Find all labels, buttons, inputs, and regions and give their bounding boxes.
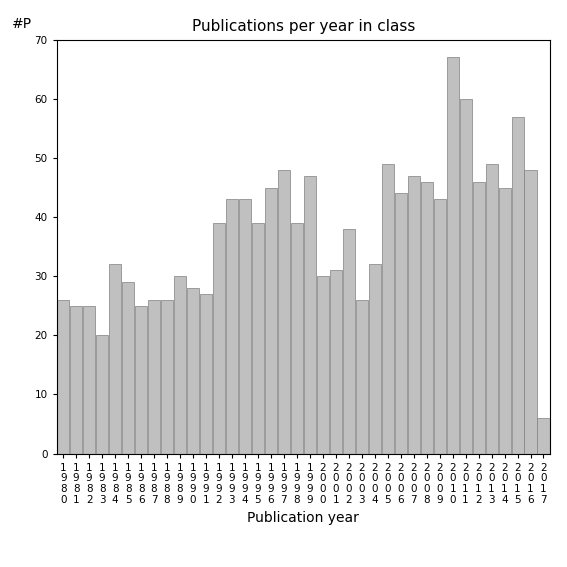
Bar [83, 306, 95, 454]
Bar [382, 164, 393, 454]
Bar [174, 276, 186, 454]
Bar [161, 300, 173, 454]
Y-axis label: #P: #P [12, 18, 32, 31]
Bar [460, 99, 472, 454]
Bar [511, 117, 523, 454]
Bar [57, 300, 69, 454]
Bar [447, 57, 459, 454]
Bar [304, 176, 316, 454]
Bar [485, 164, 498, 454]
Bar [70, 306, 82, 454]
Bar [200, 294, 212, 454]
Bar [96, 335, 108, 454]
Bar [252, 223, 264, 454]
Bar [135, 306, 147, 454]
Bar [421, 181, 433, 454]
Bar [265, 188, 277, 454]
Bar [213, 223, 225, 454]
Bar [278, 170, 290, 454]
Bar [342, 229, 355, 454]
Bar [524, 170, 536, 454]
Bar [434, 200, 446, 454]
Bar [226, 200, 238, 454]
Bar [148, 300, 160, 454]
Title: Publications per year in class: Publications per year in class [192, 19, 415, 35]
Bar [330, 270, 342, 454]
Bar [538, 418, 549, 454]
Bar [122, 282, 134, 454]
Bar [187, 288, 199, 454]
Bar [291, 223, 303, 454]
Bar [395, 193, 407, 454]
Bar [472, 181, 485, 454]
Bar [317, 276, 329, 454]
Bar [356, 300, 368, 454]
Bar [369, 264, 381, 454]
X-axis label: Publication year: Publication year [247, 510, 359, 524]
Bar [239, 200, 251, 454]
Bar [408, 176, 420, 454]
Bar [498, 188, 511, 454]
Bar [109, 264, 121, 454]
